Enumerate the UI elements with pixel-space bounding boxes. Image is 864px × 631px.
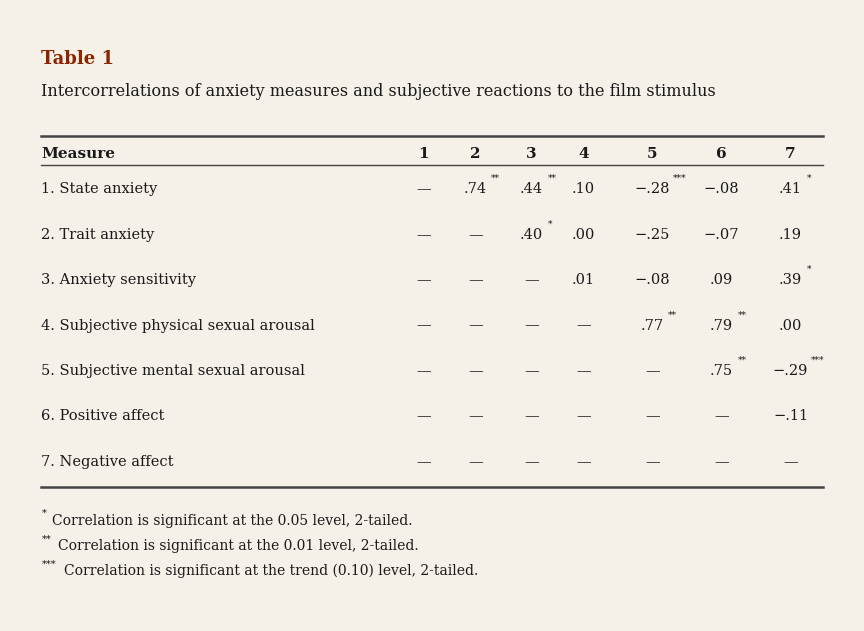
Text: 1. State anxiety: 1. State anxiety (41, 182, 158, 196)
Text: *: * (547, 220, 552, 228)
Text: .00: .00 (571, 228, 595, 242)
Text: —: — (468, 410, 482, 423)
Text: 3. Anxiety sensitivity: 3. Anxiety sensitivity (41, 273, 196, 287)
Text: .09: .09 (710, 273, 733, 287)
Text: —: — (416, 364, 430, 378)
Text: 5. Subjective mental sexual arousal: 5. Subjective mental sexual arousal (41, 364, 305, 378)
Text: —: — (468, 364, 482, 378)
Text: ***: *** (673, 174, 687, 183)
Text: −.28: −.28 (634, 182, 670, 196)
Text: 7. Negative affect: 7. Negative affect (41, 455, 174, 469)
Text: ***: *** (41, 560, 56, 569)
Text: .79: .79 (710, 319, 733, 333)
Text: —: — (576, 364, 590, 378)
Text: **: ** (669, 310, 677, 319)
Text: —: — (416, 319, 430, 333)
Text: —: — (524, 319, 538, 333)
Text: **: ** (491, 174, 500, 183)
Text: −.08: −.08 (634, 273, 670, 287)
Text: —: — (468, 228, 482, 242)
Text: Correlation is significant at the 0.05 level, 2-tailed.: Correlation is significant at the 0.05 l… (52, 514, 412, 528)
Text: .40: .40 (520, 228, 543, 242)
Text: 4: 4 (578, 147, 588, 161)
Text: —: — (576, 455, 590, 469)
Text: —: — (524, 455, 538, 469)
Text: 5: 5 (647, 147, 658, 161)
Text: —: — (468, 273, 482, 287)
Text: 2: 2 (470, 147, 480, 161)
Text: —: — (416, 182, 430, 196)
Text: **: ** (547, 174, 556, 183)
Text: —: — (576, 410, 590, 423)
Text: —: — (715, 455, 728, 469)
Text: Correlation is significant at the 0.01 level, 2-tailed.: Correlation is significant at the 0.01 l… (58, 539, 418, 553)
Text: —: — (784, 455, 797, 469)
Text: −.25: −.25 (635, 228, 670, 242)
Text: 1: 1 (418, 147, 429, 161)
Text: .19: .19 (779, 228, 802, 242)
Text: —: — (645, 455, 659, 469)
Text: .77: .77 (641, 319, 664, 333)
Text: *: * (806, 265, 811, 274)
Text: —: — (524, 364, 538, 378)
Text: −.11: −.11 (773, 410, 808, 423)
Text: .41: .41 (779, 182, 802, 196)
Text: .39: .39 (779, 273, 802, 287)
Text: —: — (468, 319, 482, 333)
Text: —: — (468, 455, 482, 469)
Text: .74: .74 (464, 182, 486, 196)
Text: Table 1: Table 1 (41, 50, 114, 69)
Text: Correlation is significant at the trend (0.10) level, 2-tailed.: Correlation is significant at the trend … (64, 564, 478, 578)
Text: —: — (416, 410, 430, 423)
Text: —: — (645, 410, 659, 423)
Text: —: — (576, 319, 590, 333)
Text: —: — (645, 364, 659, 378)
Text: 7: 7 (785, 147, 796, 161)
Text: —: — (416, 273, 430, 287)
Text: −.08: −.08 (703, 182, 740, 196)
Text: —: — (524, 410, 538, 423)
Text: .01: .01 (572, 273, 594, 287)
Text: —: — (416, 455, 430, 469)
Text: **: ** (41, 534, 51, 543)
Text: **: ** (737, 356, 746, 365)
Text: Measure: Measure (41, 147, 116, 161)
Text: 6: 6 (716, 147, 727, 161)
Text: Intercorrelations of anxiety measures and subjective reactions to the film stimu: Intercorrelations of anxiety measures an… (41, 83, 716, 100)
Text: .44: .44 (520, 182, 543, 196)
Text: 4. Subjective physical sexual arousal: 4. Subjective physical sexual arousal (41, 319, 315, 333)
Text: −.29: −.29 (773, 364, 808, 378)
Text: —: — (715, 410, 728, 423)
Text: .00: .00 (778, 319, 803, 333)
Text: **: ** (737, 310, 746, 319)
Text: .75: .75 (710, 364, 733, 378)
Text: 6. Positive affect: 6. Positive affect (41, 410, 165, 423)
Text: *: * (41, 509, 47, 518)
Text: ***: *** (811, 356, 825, 365)
Text: .10: .10 (572, 182, 594, 196)
Text: −.07: −.07 (703, 228, 740, 242)
Text: —: — (524, 273, 538, 287)
Text: *: * (806, 174, 811, 183)
Text: —: — (416, 228, 430, 242)
Text: 2. Trait anxiety: 2. Trait anxiety (41, 228, 155, 242)
Text: 3: 3 (526, 147, 537, 161)
